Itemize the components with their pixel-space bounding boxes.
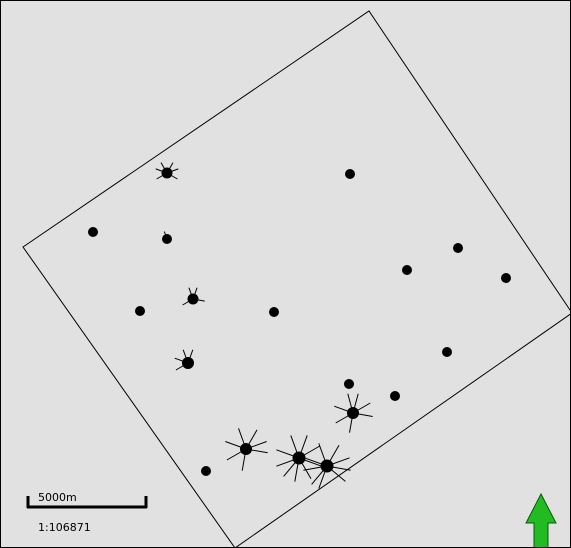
point-marker [501,273,511,283]
map-point-1[interactable] [155,162,179,180]
map-point-5[interactable] [453,243,463,253]
point-marker [402,265,412,275]
point-marker [182,357,194,369]
point-marker [453,243,463,253]
scale-bar [26,496,148,509]
scale-ratio: 1:106871 [38,521,91,534]
point-marker [320,459,334,473]
point-marker [135,306,145,316]
map-point-9[interactable] [135,306,145,316]
point-marker [201,466,211,476]
point-marker [345,169,355,179]
map-point-18[interactable] [303,443,351,489]
map-point-7[interactable] [501,273,511,283]
map-point-3[interactable] [88,227,98,237]
point-marker [269,307,279,317]
map-point-10[interactable] [269,307,279,317]
map-point-12[interactable] [442,347,452,357]
point-marker [292,451,306,465]
map-point-8[interactable] [182,287,205,306]
point-marker [240,443,252,455]
point-marker [347,407,359,419]
map-point-17[interactable] [276,435,322,482]
point-marker [344,379,354,389]
map-point-11[interactable] [174,349,194,371]
survey-area-boundary [22,10,570,547]
north-arrow-icon [525,492,557,547]
map-point-2[interactable] [345,169,355,179]
map-point-14[interactable] [390,391,400,401]
map-point-6[interactable] [402,265,412,275]
map-point-13[interactable] [344,379,354,389]
scale-bar-label: 5000m [38,491,77,504]
map-point-15[interactable] [334,393,373,433]
point-marker [88,227,98,237]
points-layer [88,162,511,489]
map-point-16[interactable] [225,428,268,471]
point-marker [187,293,199,305]
map-point-19[interactable] [201,466,211,476]
point-marker [161,167,173,179]
map-point-4[interactable] [162,231,172,245]
point-marker [162,234,172,244]
point-marker [390,391,400,401]
point-marker [442,347,452,357]
